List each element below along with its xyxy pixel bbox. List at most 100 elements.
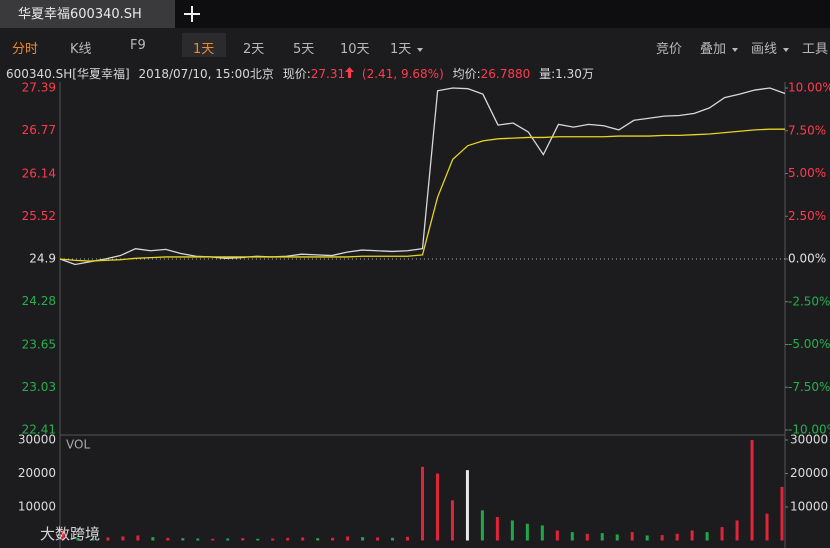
volume-bar	[630, 532, 634, 541]
volume-bar	[241, 538, 245, 541]
y2-tick-label: -5.00%	[788, 337, 830, 351]
volume-bar	[600, 533, 604, 541]
y2-tick-label: -10.00%	[788, 423, 830, 437]
volume-bar	[765, 513, 769, 541]
y2-tick-label: 7.50%	[788, 123, 826, 137]
y2-tick-label: 20000	[790, 466, 828, 480]
volume-bar	[106, 537, 110, 541]
tool-dropdown[interactable]: 叠加	[700, 38, 738, 57]
tool-button[interactable]: 竞价	[656, 42, 683, 57]
volume-bar	[750, 440, 754, 541]
datetime: 2018/07/10, 15:00北京	[138, 67, 274, 81]
y2-tick-label: 10.00%	[788, 81, 830, 95]
volume-bar	[271, 538, 275, 541]
y-tick-label: 10000	[18, 500, 56, 514]
volume-bar	[121, 536, 125, 541]
volume-bar	[421, 466, 424, 541]
tab[interactable]: 华夏幸福600340.SH	[0, 0, 175, 28]
volume-bar	[510, 520, 514, 541]
y-tick-label: 23.03	[22, 380, 56, 394]
volume-bar	[256, 538, 260, 541]
volume-bar	[391, 537, 395, 541]
volume-bar	[645, 535, 649, 541]
volume-bar	[376, 537, 380, 541]
volume-bar	[480, 510, 484, 541]
volume-bar	[705, 532, 709, 541]
y-tick-label: 27.39	[22, 81, 56, 95]
tab-button[interactable]: K线	[70, 42, 92, 57]
volume-bar	[585, 533, 589, 541]
price-label: 现价:	[282, 67, 311, 81]
volume-bar	[361, 537, 365, 541]
volume-bar	[331, 537, 335, 541]
volume-bar	[690, 530, 694, 541]
change: (2.41, 9.68%)	[361, 67, 444, 81]
toolbar: 分时 K线 F9 1天 2天 5天 10天 1天 竞价 叠加 画线 工具	[0, 30, 830, 60]
panel-title: VOL	[66, 438, 90, 452]
y2-tick-label: 30000	[790, 433, 828, 447]
volume-bar	[226, 538, 230, 541]
volume-bar	[495, 517, 499, 541]
tab-button[interactable]: 分时	[12, 42, 39, 57]
tab-bar: 华夏幸福600340.SH	[0, 0, 830, 28]
volume: 量:1.30万	[539, 67, 594, 81]
volume-bar	[301, 537, 305, 541]
volume-bar	[780, 486, 784, 541]
avg-label: 均价:	[452, 67, 481, 81]
volume-bar	[540, 525, 544, 541]
y2-tick-label: -2.50%	[788, 294, 830, 308]
volume-bar	[211, 538, 215, 541]
y-tick-label: 24.9	[29, 252, 56, 266]
quote-info: 600340.SH[华夏幸福] 2018/07/10, 15:00北京 现价:2…	[6, 65, 599, 82]
selected-box	[182, 33, 226, 57]
period-button[interactable]: 5天	[293, 42, 315, 57]
y-tick-label: 26.77	[22, 123, 56, 137]
period-dropdown[interactable]: 1天	[390, 38, 423, 57]
volume-bar	[316, 538, 320, 541]
y-tick-label: 23.65	[22, 337, 56, 351]
tool-button[interactable]: 工具	[802, 42, 829, 57]
volume-bar	[570, 532, 574, 541]
volume-bar	[435, 473, 439, 541]
price: 27.31	[310, 67, 346, 81]
y2-tick-label: -7.50%	[788, 380, 830, 394]
volume-bar	[76, 537, 80, 541]
period-button[interactable]: 10天	[340, 42, 370, 57]
up-arrow	[345, 67, 355, 78]
volume-bar	[196, 538, 200, 541]
volume-bar	[525, 523, 529, 541]
volume-bar	[615, 534, 619, 541]
volume-bar	[91, 538, 95, 541]
y2-tick-label: 2.50%	[788, 209, 826, 223]
volume-bar	[660, 535, 664, 541]
volume-bar	[346, 536, 350, 541]
y-tick-label: 26.14	[22, 166, 56, 180]
volume-bar	[136, 535, 140, 541]
volume-bar	[720, 527, 724, 541]
period-button[interactable]: 2天	[243, 42, 265, 57]
y-tick-label: 22.41	[22, 423, 56, 437]
tool-dropdown[interactable]: 画线	[751, 38, 789, 57]
volume-bar	[406, 536, 410, 541]
volume-bar	[450, 500, 454, 541]
y2-tick-label: 0.00%	[788, 252, 826, 266]
volume-bar	[465, 470, 469, 541]
avg: 26.7880	[480, 67, 531, 81]
y-tick-label: 30000	[18, 433, 56, 447]
volume-bar	[735, 520, 739, 541]
volume-bar	[555, 530, 559, 541]
volume-bar	[61, 530, 65, 541]
volume-bar	[675, 533, 679, 541]
add-tab[interactable]	[182, 4, 202, 24]
y2-tick-label: 10000	[790, 500, 828, 514]
period-button[interactable]: 1天	[193, 42, 215, 57]
volume-bar	[181, 538, 185, 541]
volume-bar	[151, 537, 155, 541]
price-line	[59, 87, 786, 266]
y-tick-label: 20000	[18, 466, 56, 480]
y-tick-label: 25.52	[22, 209, 56, 223]
price-line	[59, 128, 785, 262]
tab-button[interactable]: F9	[130, 38, 146, 53]
